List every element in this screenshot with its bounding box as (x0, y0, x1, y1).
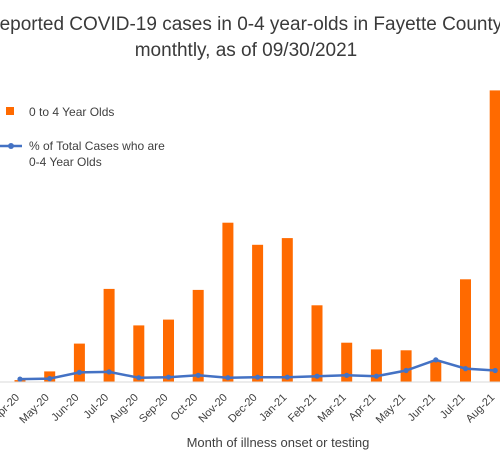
pct-point-Sep-20 (165, 374, 172, 380)
pct-point-Jul-20 (106, 369, 112, 375)
pct-point-May-21 (403, 367, 409, 374)
legend: 0 to 4 Year Olds % of Total Cases who ar… (0, 105, 165, 169)
bar-Jun-21 (430, 360, 442, 382)
x-tick-Nov-20: Nov-20 (196, 392, 230, 426)
bar-Feb-21 (311, 305, 323, 383)
pct-point-Apr-21 (373, 373, 379, 379)
chart-title-line-2: monthtly, as of 09/30/2021 (135, 40, 358, 61)
bar-Jul-20 (103, 288, 115, 382)
bar-Oct-20 (192, 289, 204, 382)
x-tick-Mar-21: Mar-21 (316, 392, 349, 425)
x-tick-Sep-20: Sep-20 (137, 392, 171, 426)
bar-Jul-21 (460, 279, 471, 382)
legend-bar-label: 0 to 4 Year Olds (29, 105, 114, 119)
pct-point-Aug-20 (136, 375, 142, 381)
x-tick-Aug-21: Aug-21 (464, 392, 498, 426)
pct-point-Dec-20 (255, 374, 261, 380)
x-tick-Aug-20: Aug-20 (107, 392, 141, 426)
pct-point-Apr-20 (17, 376, 23, 382)
pct-point-Oct-20 (195, 372, 201, 378)
bar-Jun-20 (73, 343, 85, 382)
legend-line-label-1: % of Total Cases who are (29, 139, 165, 153)
x-tick-Jun-20: Jun-20 (49, 392, 81, 424)
pct-point-Nov-20 (225, 375, 231, 381)
chart-title-line-1: Reported COVID-19 cases in 0-4 year-olds… (0, 14, 500, 35)
pct-point-Jun-21 (433, 357, 439, 363)
bar-Sep-20 (163, 319, 174, 382)
bar-Dec-20 (252, 244, 264, 382)
bar-Aug-21 (489, 90, 500, 383)
bar-May-21 (400, 350, 412, 382)
bar-Apr-21 (370, 349, 382, 382)
plot-area (14, 90, 500, 383)
x-tick-May-20: May-20 (17, 392, 51, 426)
pct-point-Jul-21 (462, 366, 469, 372)
bar-Mar-21 (341, 342, 353, 382)
x-tick-Feb-21: Feb-21 (286, 392, 319, 425)
bar-Aug-20 (133, 325, 145, 382)
x-tick-Dec-20: Dec-20 (226, 392, 260, 426)
pct-point-May-20 (47, 376, 53, 382)
pct-point-Aug-21 (492, 367, 498, 374)
bar-Jan-21 (281, 238, 293, 382)
x-tick-Oct-20: Oct-20 (168, 392, 200, 424)
legend-line-marker (8, 143, 14, 149)
pct-point-Jan-21 (284, 374, 290, 380)
x-tick-Jan-21: Jan-21 (257, 392, 289, 424)
bar-Nov-20 (222, 222, 234, 382)
x-tick-Jun-21: Jun-21 (406, 392, 438, 424)
pct-point-Mar-21 (344, 372, 350, 378)
legend-bar-swatch (6, 107, 14, 115)
legend-line-label-2: 0-4 Year Olds (29, 155, 102, 169)
x-tick-May-21: May-21 (374, 392, 408, 426)
pct-point-Feb-21 (314, 373, 320, 379)
pct-point-Jun-20 (76, 369, 82, 375)
x-axis-label: Month of illness onset or testing (187, 435, 370, 450)
